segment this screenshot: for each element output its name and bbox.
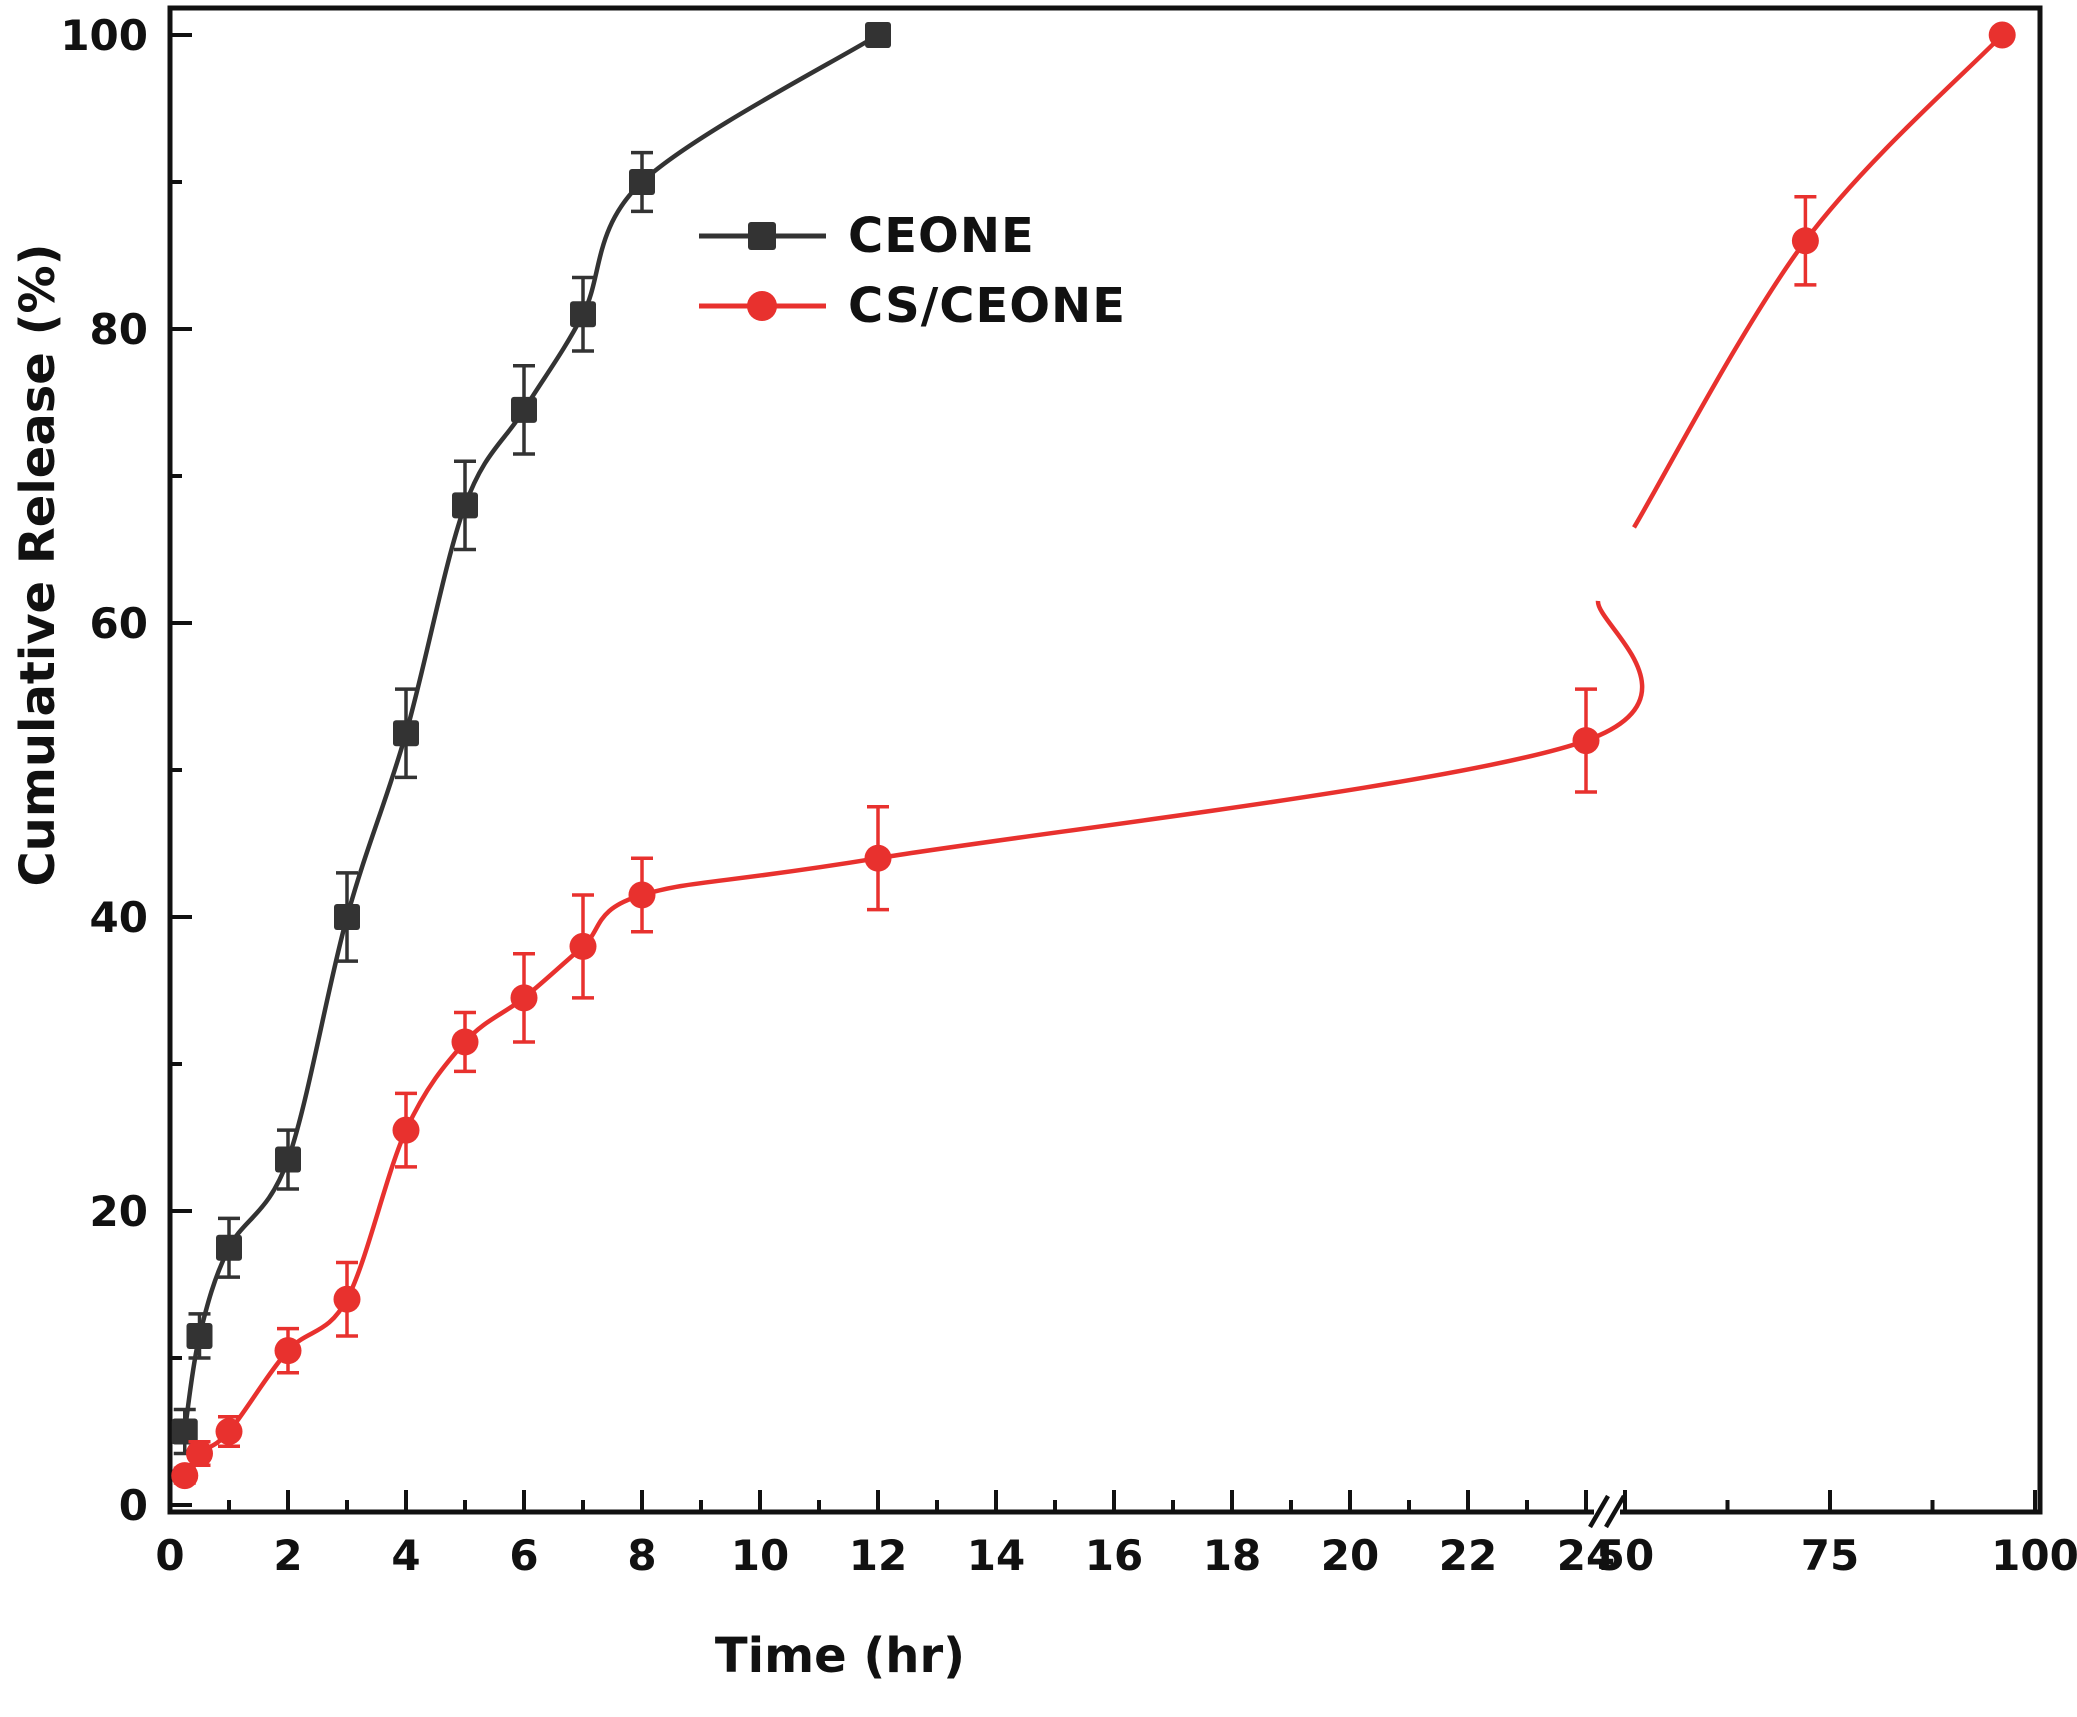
svg-text:22: 22 [1439, 1531, 1497, 1580]
series-cs-ceone [171, 21, 2016, 1490]
svg-text:24: 24 [1557, 1531, 1615, 1580]
svg-text:75: 75 [1801, 1531, 1859, 1580]
svg-text:16: 16 [1085, 1531, 1143, 1580]
legend-circle-marker-icon [699, 291, 826, 321]
svg-text:20: 20 [1321, 1531, 1379, 1580]
legend-square-marker-icon [699, 222, 826, 250]
svg-text:100: 100 [60, 11, 148, 60]
svg-text:4: 4 [391, 1531, 420, 1580]
svg-text:0: 0 [155, 1531, 184, 1580]
svg-text:60: 60 [90, 599, 148, 648]
y-axis-title: Cumulative Release (%) [10, 243, 66, 887]
legend-label-cs-ceone: CS/CEONE [848, 278, 1126, 334]
svg-text:6: 6 [509, 1531, 538, 1580]
legend-entry-cs-ceone: CS/CEONE [695, 278, 1126, 334]
series-ceone [171, 22, 891, 1456]
svg-text:40: 40 [90, 893, 148, 942]
svg-text:50: 50 [1596, 1531, 1654, 1580]
legend: CEONE CS/CEONE [695, 208, 1126, 334]
x-axis-title: Time (hr) [714, 1628, 966, 1684]
svg-text:0: 0 [119, 1481, 148, 1530]
svg-text:14: 14 [967, 1531, 1025, 1580]
svg-text:100: 100 [1991, 1531, 2077, 1580]
svg-text:8: 8 [627, 1531, 656, 1580]
svg-text:12: 12 [849, 1531, 907, 1580]
svg-text:80: 80 [90, 305, 148, 354]
svg-text:2: 2 [273, 1531, 302, 1580]
svg-text:18: 18 [1203, 1531, 1261, 1580]
plot-border [167, 5, 2043, 1515]
svg-text:20: 20 [90, 1187, 148, 1236]
legend-label-ceone: CEONE [848, 208, 1035, 264]
legend-entry-ceone: CEONE [695, 208, 1126, 264]
axis-ticks [168, 33, 2037, 1512]
svg-text:10: 10 [731, 1531, 789, 1580]
axis-break-icon [1588, 1494, 1626, 1529]
